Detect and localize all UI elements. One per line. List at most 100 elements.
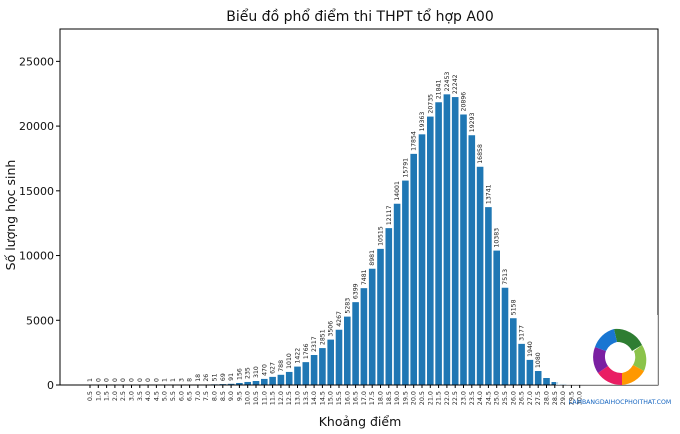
x-tick-label: 19.0 — [393, 391, 401, 405]
data-label: 10515 — [378, 226, 385, 246]
bar — [427, 116, 434, 385]
bar — [285, 371, 293, 385]
x-tick-label: 1.0 — [94, 391, 102, 401]
data-label: 0 — [129, 378, 136, 382]
data-label: 5283 — [344, 298, 351, 314]
x-tick-label: 12.5 — [285, 391, 293, 405]
bar — [269, 376, 276, 385]
bar — [510, 318, 517, 385]
y-tick-label: 20000 — [19, 120, 54, 133]
bar — [252, 380, 260, 385]
watermark-logo-segment — [598, 366, 622, 386]
watermark-logo: LAMBANGDAIHOCPHOITHAT.COM — [556, 315, 671, 406]
x-tick-label: 15.0 — [327, 391, 335, 405]
data-label: 17854 — [411, 131, 418, 151]
x-axis-label: Khoảng điểm — [319, 414, 402, 429]
bar — [294, 366, 301, 385]
data-label: 2851 — [319, 329, 326, 345]
data-label: 0 — [145, 378, 152, 382]
bar — [476, 166, 484, 385]
bar — [518, 343, 525, 385]
data-label: 1766 — [303, 343, 310, 359]
data-label: 22242 — [452, 74, 459, 94]
data-label: 6399 — [353, 283, 360, 299]
x-tick-label: 23.0 — [460, 391, 468, 405]
data-label: 470 — [261, 364, 268, 376]
bars-group — [86, 94, 583, 386]
x-tick-label: 26.5 — [518, 391, 526, 405]
data-label: 2317 — [311, 336, 318, 352]
data-label: 26 — [203, 374, 210, 382]
data-label: 13741 — [485, 184, 492, 204]
bar — [534, 371, 542, 385]
data-label: 14001 — [394, 181, 401, 201]
bar — [377, 248, 384, 385]
bar — [319, 348, 326, 385]
bar — [543, 378, 550, 385]
bar — [302, 362, 310, 385]
data-label: 18 — [195, 374, 202, 382]
x-tick-label: 6.0 — [177, 391, 185, 401]
data-label: 91 — [228, 373, 235, 381]
x-tick-label: 8.0 — [211, 391, 219, 401]
x-tick-label: 20.5 — [418, 391, 426, 405]
watermark-logo-segment — [614, 328, 642, 351]
data-label: 20896 — [461, 92, 468, 112]
x-tick-label: 3.0 — [128, 391, 136, 401]
data-label: 10383 — [494, 228, 501, 248]
bar — [443, 94, 451, 385]
chart-title: Biểu đồ phổ điểm thi THPT tổ hợp A00 — [226, 8, 493, 25]
data-label: 0 — [120, 378, 127, 382]
x-tick-label: 5.0 — [161, 391, 169, 401]
bar — [335, 329, 343, 385]
bar — [327, 339, 334, 385]
x-tick-label: 19.5 — [401, 391, 409, 405]
data-labels-group: 1 0 0 0 0 0 0 0 0 1 1 3 8 18 26 51 69 91 156 235 310 470 627 78… — [87, 72, 542, 382]
bar — [501, 287, 509, 385]
x-tick-label: 7.5 — [202, 391, 210, 401]
data-label: 69 — [220, 373, 227, 381]
data-label: 235 — [245, 367, 252, 379]
x-tick-label: 16.5 — [352, 391, 360, 405]
x-tick-label: 14.5 — [318, 391, 326, 405]
x-tick-label: 20.0 — [410, 391, 418, 405]
x-tick-label: 24.5 — [484, 391, 492, 405]
x-tick-label: 17.0 — [360, 391, 368, 405]
data-label: 0 — [153, 378, 160, 382]
x-tick-label: 18.5 — [385, 391, 393, 405]
bar — [360, 288, 368, 385]
data-label: 3506 — [328, 321, 335, 337]
watermark-logo-segment — [593, 347, 608, 373]
watermark-text: LAMBANGDAIHOCPHOITHAT.COM — [569, 399, 671, 406]
y-axis-ticks: 0 5000 10000 15000 20000 25000 — [19, 55, 60, 392]
data-label: 788 — [278, 360, 285, 372]
x-tick-label: 5.5 — [169, 391, 177, 401]
x-axis-ticks: 0.5 1.0 1.5 2.0 2.5 3.0 3.5 4.0 4.5 5.0 5.5 6.0 6.5 7… — [86, 385, 584, 405]
x-tick-label: 10.0 — [244, 391, 252, 405]
x-tick-label: 3.5 — [136, 391, 144, 401]
data-label: 7481 — [361, 269, 368, 285]
bar — [227, 383, 235, 385]
x-tick-label: 26.0 — [509, 391, 517, 405]
bar — [493, 250, 500, 385]
y-tick-label: 0 — [47, 379, 54, 392]
x-tick-label: 15.5 — [335, 391, 343, 405]
data-label: 12117 — [386, 205, 393, 225]
x-tick-label: 28.5 — [551, 391, 559, 405]
x-tick-label: 18.0 — [377, 391, 385, 405]
data-label: 1940 — [527, 341, 534, 357]
x-tick-label: 12.0 — [277, 391, 285, 405]
data-label: 1422 — [295, 348, 302, 364]
data-label: 19363 — [419, 112, 426, 132]
x-tick-label: 21.5 — [435, 391, 443, 405]
x-tick-label: 9.5 — [235, 391, 243, 401]
bar — [418, 134, 426, 385]
watermark-logo-segment — [595, 329, 617, 351]
data-label: 1080 — [535, 352, 542, 368]
x-tick-label: 0.5 — [86, 391, 94, 401]
data-label: 156 — [236, 368, 243, 380]
bar — [526, 359, 534, 385]
x-tick-label: 2.5 — [119, 391, 127, 401]
x-tick-label: 2.0 — [111, 391, 119, 401]
